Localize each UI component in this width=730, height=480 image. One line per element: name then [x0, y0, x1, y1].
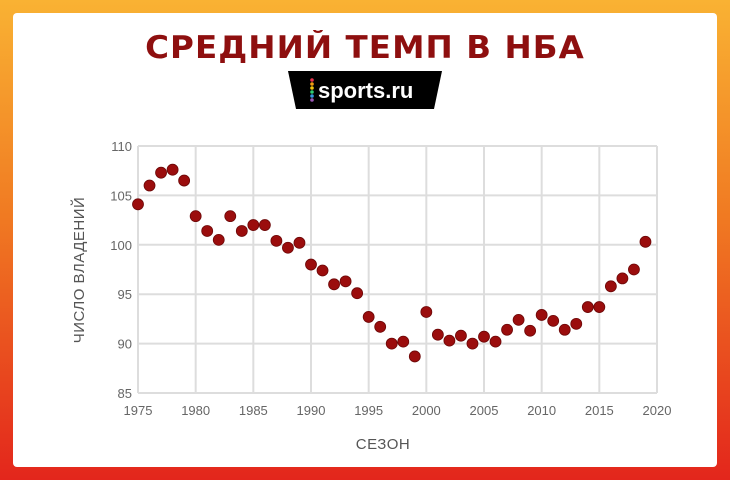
- data-point: [293, 236, 306, 249]
- data-point: [316, 264, 329, 277]
- data-point: [558, 323, 571, 336]
- data-point: [224, 210, 237, 223]
- data-point: [305, 258, 317, 271]
- logo-dot: [310, 90, 314, 94]
- y-tick-label: 100: [110, 238, 132, 253]
- x-tick-label: 1975: [124, 403, 153, 418]
- data-point: [339, 275, 352, 288]
- data-point: [431, 328, 444, 341]
- data-point: [466, 337, 479, 350]
- data-point: [535, 309, 548, 321]
- data-point: [201, 225, 214, 237]
- data-point: [524, 324, 537, 337]
- data-point: [547, 314, 560, 327]
- title-main: СРЕДНИЙ ТЕМП В: [145, 30, 493, 66]
- logo-dot: [310, 82, 314, 86]
- y-tick-label: 105: [110, 188, 132, 203]
- y-tick-label: 85: [118, 386, 132, 401]
- data-point: [512, 313, 525, 326]
- data-point: [235, 225, 248, 237]
- x-tick-label: 1995: [354, 403, 383, 418]
- data-point: [581, 301, 594, 313]
- data-point: [593, 301, 606, 313]
- chart-title: СРЕДНИЙ ТЕМП В НБА: [0, 30, 730, 66]
- y-tick-label: 110: [111, 139, 132, 154]
- data-point: [328, 278, 340, 291]
- data-point: [478, 330, 490, 343]
- data-point: [408, 350, 421, 363]
- data-point: [132, 198, 144, 211]
- x-tick-label: 2020: [643, 403, 672, 418]
- data-point: [212, 233, 225, 246]
- x-tick-label: 1985: [239, 403, 268, 418]
- data-point: [166, 163, 179, 176]
- y-tick-label: 95: [118, 287, 132, 302]
- x-axis-label: СЕЗОН: [356, 436, 410, 453]
- data-point: [639, 235, 652, 248]
- data-point: [362, 311, 375, 323]
- logo-dot: [310, 94, 314, 98]
- x-tick-label: 2010: [527, 403, 556, 418]
- data-point: [443, 334, 456, 347]
- data-point: [397, 335, 410, 348]
- x-tick-label: 1980: [181, 403, 210, 418]
- logo-dot: [310, 86, 314, 90]
- data-point: [178, 174, 191, 187]
- x-tick-label: 2005: [470, 403, 499, 418]
- logo-dot: [310, 78, 314, 82]
- data-point: [616, 272, 629, 285]
- sports-ru-logo: sports.ru: [288, 71, 442, 109]
- title-highlight: НБА: [504, 30, 585, 66]
- x-tick-label: 2015: [585, 403, 614, 418]
- data-point: [258, 219, 271, 231]
- data-point: [143, 179, 156, 192]
- data-point: [420, 306, 433, 318]
- data-point: [282, 241, 294, 254]
- data-point: [455, 329, 467, 342]
- x-tick-label: 1990: [297, 403, 326, 418]
- data-point: [385, 337, 398, 350]
- logo-text: sports.ru: [318, 78, 413, 103]
- data-point: [501, 323, 513, 336]
- data-point: [155, 166, 167, 179]
- data-point: [270, 234, 283, 247]
- data-point: [374, 320, 387, 333]
- y-axis-label: ЧИСЛО ВЛАДЕНИЙ: [70, 197, 88, 344]
- data-point: [351, 287, 364, 300]
- data-point: [570, 317, 583, 330]
- logo-dot: [310, 98, 314, 102]
- data-point: [628, 263, 640, 276]
- x-tick-label: 2000: [412, 403, 441, 418]
- data-point: [189, 210, 202, 223]
- data-point: [604, 280, 617, 293]
- y-tick-label: 90: [118, 337, 132, 352]
- data-point: [489, 335, 502, 348]
- data-point: [247, 219, 260, 231]
